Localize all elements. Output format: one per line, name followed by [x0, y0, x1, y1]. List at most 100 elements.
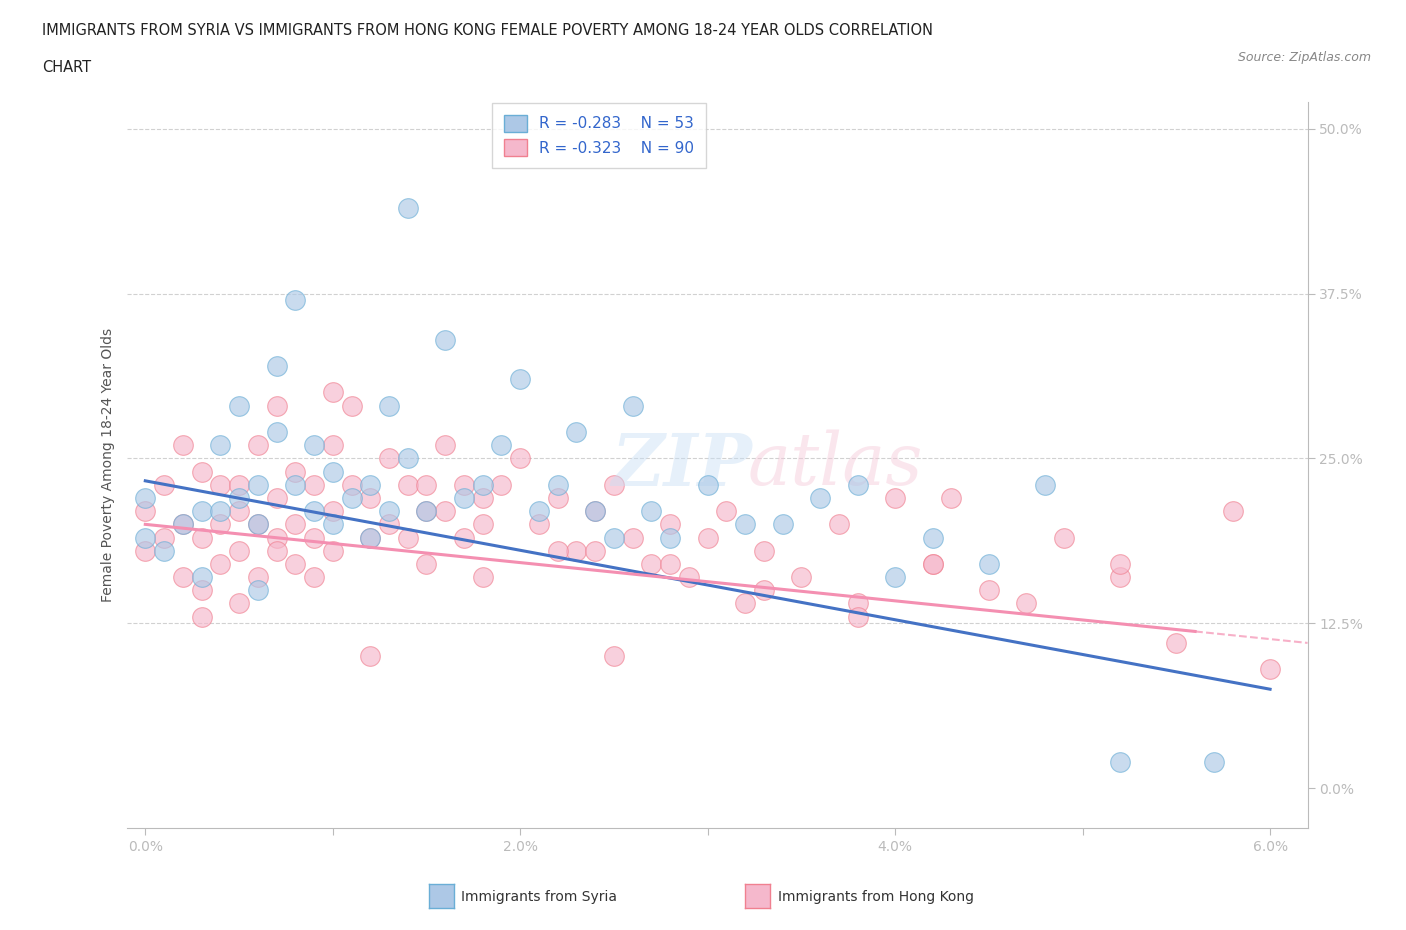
- Point: [302, 504, 325, 519]
- Point: [266, 530, 288, 545]
- Point: [509, 372, 531, 387]
- Point: [302, 570, 325, 585]
- Text: Immigrants from Hong Kong: Immigrants from Hong Kong: [778, 889, 973, 904]
- Point: [378, 451, 401, 466]
- Point: [565, 425, 588, 440]
- Point: [134, 530, 156, 545]
- Text: IMMIGRANTS FROM SYRIA VS IMMIGRANTS FROM HONG KONG FEMALE POVERTY AMONG 18-24 YE: IMMIGRANTS FROM SYRIA VS IMMIGRANTS FROM…: [42, 23, 934, 38]
- Point: [302, 530, 325, 545]
- Point: [396, 451, 419, 466]
- Point: [378, 398, 401, 413]
- Point: [190, 570, 212, 585]
- Point: [228, 398, 250, 413]
- Point: [716, 504, 738, 519]
- Point: [134, 504, 156, 519]
- Point: [209, 517, 232, 532]
- Point: [1202, 754, 1225, 769]
- Point: [527, 504, 550, 519]
- Point: [359, 490, 381, 505]
- Point: [1109, 754, 1132, 769]
- Point: [340, 398, 363, 413]
- Point: [172, 517, 194, 532]
- Point: [659, 517, 682, 532]
- Point: [415, 556, 437, 571]
- Point: [1033, 477, 1056, 492]
- Point: [547, 477, 569, 492]
- Point: [359, 649, 381, 664]
- Point: [378, 517, 401, 532]
- Text: Source: ZipAtlas.com: Source: ZipAtlas.com: [1237, 51, 1371, 64]
- Point: [284, 477, 307, 492]
- Point: [415, 504, 437, 519]
- Point: [509, 451, 531, 466]
- Point: [921, 556, 943, 571]
- Point: [846, 609, 869, 624]
- Point: [153, 530, 176, 545]
- Point: [359, 530, 381, 545]
- Point: [491, 477, 513, 492]
- Point: [1258, 662, 1281, 677]
- Point: [378, 504, 401, 519]
- Point: [434, 332, 457, 347]
- Point: [808, 490, 831, 505]
- Point: [266, 425, 288, 440]
- Point: [772, 517, 794, 532]
- Point: [1166, 635, 1188, 650]
- Point: [471, 570, 494, 585]
- Point: [659, 530, 682, 545]
- Point: [977, 556, 1000, 571]
- Point: [846, 477, 869, 492]
- Point: [396, 530, 419, 545]
- Point: [1015, 596, 1038, 611]
- Point: [884, 570, 907, 585]
- Point: [846, 596, 869, 611]
- Point: [621, 398, 644, 413]
- Point: [322, 385, 344, 400]
- Point: [547, 543, 569, 558]
- Point: [527, 517, 550, 532]
- Point: [284, 517, 307, 532]
- Point: [134, 490, 156, 505]
- Point: [734, 596, 756, 611]
- Point: [471, 517, 494, 532]
- Point: [246, 570, 269, 585]
- Point: [322, 543, 344, 558]
- Point: [884, 490, 907, 505]
- Point: [322, 517, 344, 532]
- Point: [284, 293, 307, 308]
- Point: [359, 477, 381, 492]
- Point: [583, 504, 606, 519]
- Text: CHART: CHART: [42, 60, 91, 75]
- Point: [640, 556, 662, 571]
- Point: [172, 570, 194, 585]
- Point: [790, 570, 813, 585]
- Point: [659, 556, 682, 571]
- Point: [603, 649, 626, 664]
- Point: [696, 477, 718, 492]
- Point: [190, 504, 212, 519]
- Point: [921, 556, 943, 571]
- Point: [471, 477, 494, 492]
- Text: atlas: atlas: [748, 430, 922, 500]
- Point: [696, 530, 718, 545]
- Point: [565, 543, 588, 558]
- Point: [228, 596, 250, 611]
- Point: [415, 504, 437, 519]
- Point: [246, 517, 269, 532]
- Point: [134, 543, 156, 558]
- Point: [828, 517, 851, 532]
- Point: [453, 490, 475, 505]
- Point: [153, 543, 176, 558]
- Point: [1053, 530, 1076, 545]
- Point: [284, 556, 307, 571]
- Point: [322, 504, 344, 519]
- Point: [941, 490, 963, 505]
- Point: [1109, 556, 1132, 571]
- Point: [977, 583, 1000, 598]
- Point: [302, 438, 325, 453]
- Point: [266, 543, 288, 558]
- Point: [603, 477, 626, 492]
- Point: [190, 609, 212, 624]
- Point: [209, 556, 232, 571]
- Point: [266, 490, 288, 505]
